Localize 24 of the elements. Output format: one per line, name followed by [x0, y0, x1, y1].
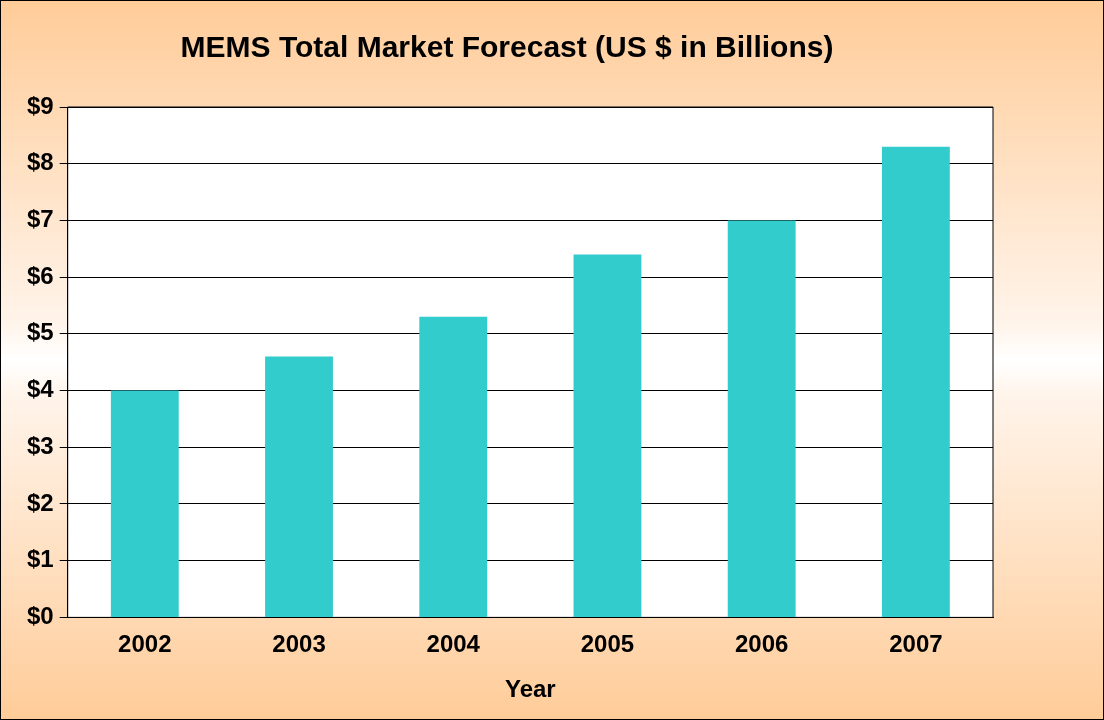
bar [881, 146, 950, 617]
y-tick-label: $8 [26, 148, 54, 176]
y-tick-label: $9 [26, 91, 54, 119]
y-tick-label: $4 [26, 375, 55, 403]
x-axis-title: Year [504, 675, 556, 703]
x-tick-label: 2004 [426, 630, 481, 658]
y-tick-label: $6 [26, 261, 54, 289]
bar [419, 316, 488, 617]
x-tick-label: 2003 [272, 630, 326, 658]
bar [573, 254, 642, 617]
bar [265, 356, 333, 617]
y-tick-label: $7 [26, 205, 54, 233]
y-tick-label: $1 [26, 545, 54, 573]
chart-title: MEMS Total Market Forecast (US $ in Billions) [180, 30, 834, 64]
x-tick-label: 2002 [118, 630, 172, 658]
bar [110, 390, 179, 617]
y-tick-label: $2 [26, 488, 54, 516]
y-tick-label: $0 [26, 602, 54, 630]
y-tick-label: $3 [26, 431, 54, 459]
y-tick-label: $5 [26, 318, 54, 346]
bar [727, 220, 796, 617]
x-tick-label: 2006 [734, 630, 789, 658]
x-tick-label: 2007 [889, 630, 943, 658]
x-tick-label: 2005 [580, 630, 635, 658]
